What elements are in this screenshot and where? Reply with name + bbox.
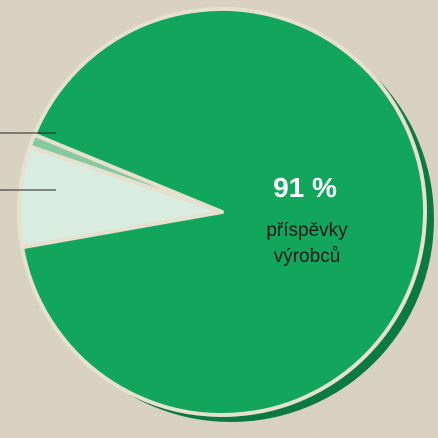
- pie-slice: [20, 7, 427, 417]
- value-label: 91 %: [273, 172, 337, 203]
- category-label: příspěvky výrobců: [266, 220, 348, 267]
- slices: [17, 7, 427, 417]
